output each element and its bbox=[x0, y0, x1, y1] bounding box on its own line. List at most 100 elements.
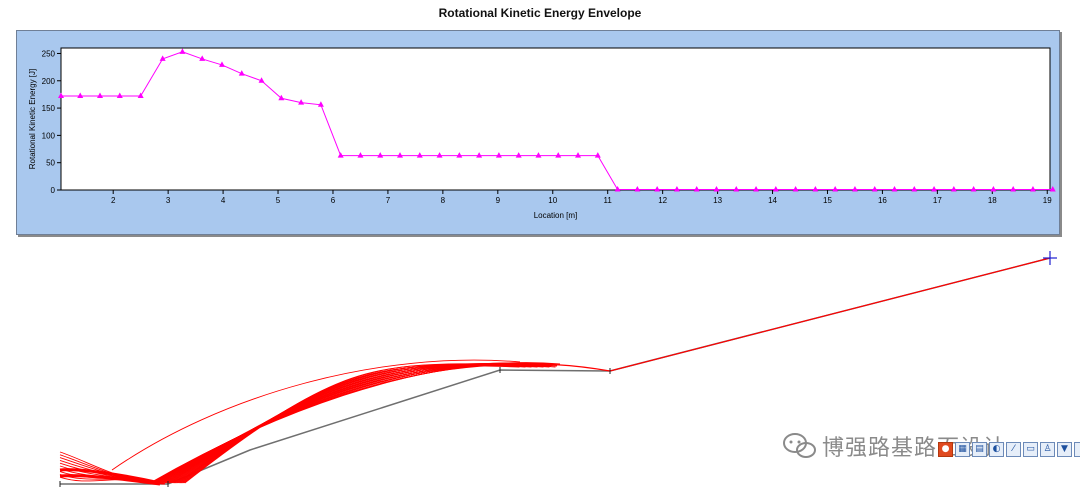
logo-icon[interactable]: ● bbox=[938, 442, 953, 457]
data-point bbox=[436, 152, 443, 158]
x-tick-label: 2 bbox=[111, 196, 116, 205]
data-point bbox=[772, 185, 779, 192]
trajectory-arc bbox=[184, 363, 517, 484]
wechat-icon bbox=[783, 433, 816, 458]
data-point bbox=[713, 185, 720, 192]
data-point bbox=[950, 185, 957, 192]
data-point bbox=[812, 185, 819, 192]
shirt-icon[interactable]: ▼ bbox=[1057, 442, 1072, 457]
y-tick-label: 50 bbox=[46, 159, 55, 168]
x-tick-label: 13 bbox=[713, 196, 722, 205]
data-point bbox=[199, 55, 206, 61]
data-point bbox=[357, 152, 364, 158]
x-tick-label: 12 bbox=[658, 196, 667, 205]
data-point bbox=[555, 152, 562, 158]
data-point bbox=[614, 185, 621, 192]
mini-toolbar[interactable]: ● ▦ ▤ ◐ ⁄ ▭ ♙ ▼ ⁞ bbox=[938, 442, 1080, 457]
x-axis-label: Location [m] bbox=[534, 211, 578, 220]
data-point bbox=[575, 152, 582, 158]
data-point bbox=[832, 185, 839, 192]
data-point bbox=[753, 185, 760, 192]
data-point bbox=[278, 94, 285, 101]
x-tick-label: 18 bbox=[988, 196, 997, 205]
data-point bbox=[298, 99, 305, 105]
data-point bbox=[911, 185, 918, 192]
data-point bbox=[397, 152, 404, 158]
data-point bbox=[1029, 185, 1036, 192]
x-tick-label: 3 bbox=[166, 196, 171, 205]
y-tick-label: 150 bbox=[42, 104, 56, 113]
data-point bbox=[693, 185, 700, 192]
user-icon[interactable]: ♙ bbox=[1040, 442, 1055, 457]
window-icon[interactable]: ▭ bbox=[1023, 442, 1038, 457]
data-point bbox=[990, 185, 997, 192]
info-icon[interactable]: ◐ bbox=[989, 442, 1004, 457]
trajectory-arc bbox=[172, 365, 532, 484]
data-point bbox=[337, 152, 344, 158]
y-tick-label: 0 bbox=[51, 186, 56, 195]
data-point bbox=[137, 92, 144, 99]
data-point bbox=[159, 55, 166, 61]
data-point bbox=[58, 92, 64, 99]
x-tick-label: 4 bbox=[221, 196, 226, 205]
data-point bbox=[871, 185, 878, 192]
data-point bbox=[634, 185, 641, 192]
chart-panel: 0 50 100 150 200 250 2 3 4 5 6 7 8 9 10 11 12 13 14 15 16 17 1… bbox=[16, 30, 1060, 235]
table-icon[interactable]: ▤ bbox=[972, 442, 987, 457]
chart-title: Rotational Kinetic Energy Envelope bbox=[438, 6, 642, 20]
x-tick-label: 19 bbox=[1043, 196, 1052, 205]
data-point bbox=[654, 185, 661, 192]
trajectory-arc-outer bbox=[111, 359, 521, 471]
data-point bbox=[77, 92, 84, 99]
plot-area bbox=[60, 47, 1051, 191]
x-tick-label: 11 bbox=[604, 196, 613, 205]
valley-path bbox=[59, 468, 161, 485]
x-tick-label: 14 bbox=[768, 196, 777, 205]
data-point bbox=[258, 77, 265, 83]
data-point bbox=[673, 185, 680, 192]
data-point bbox=[456, 152, 463, 158]
x-tick-label: 5 bbox=[276, 196, 281, 205]
data-point bbox=[891, 185, 898, 192]
y-tick-label: 200 bbox=[42, 77, 56, 86]
data-point bbox=[377, 152, 384, 158]
rockfall-trajectories bbox=[59, 257, 1051, 486]
data-point bbox=[970, 185, 977, 192]
data-point bbox=[535, 152, 542, 158]
x-tick-label: 10 bbox=[548, 196, 557, 205]
valley-path bbox=[59, 474, 161, 486]
data-point bbox=[1049, 185, 1056, 192]
data-point bbox=[116, 92, 123, 99]
x-tick-label: 17 bbox=[933, 196, 942, 205]
data-point bbox=[792, 185, 799, 192]
x-tick-label: 7 bbox=[386, 196, 391, 205]
y-axis-label: Rotational Kinetic Energy [J] bbox=[28, 69, 37, 170]
data-point bbox=[317, 101, 324, 107]
x-tick-label: 6 bbox=[331, 196, 336, 205]
x-tick-label: 15 bbox=[823, 196, 832, 205]
data-point bbox=[179, 48, 186, 54]
data-point bbox=[218, 61, 225, 67]
x-tick-label: 16 bbox=[878, 196, 887, 205]
data-point bbox=[416, 152, 423, 158]
x-tick-label: 8 bbox=[441, 196, 446, 205]
data-point bbox=[733, 185, 740, 192]
grid-icon[interactable]: ▦ bbox=[955, 442, 970, 457]
y-tick-label: 250 bbox=[42, 49, 56, 58]
data-point bbox=[476, 152, 483, 158]
energy-chart: 0 50 100 150 200 250 2 3 4 5 6 7 8 9 10 11 12 13 14 15 16 17 1… bbox=[28, 47, 1056, 220]
y-tick-label: 100 bbox=[42, 131, 56, 140]
x-tick-label: 9 bbox=[496, 196, 501, 205]
vertex-markers bbox=[59, 367, 611, 487]
data-point bbox=[515, 152, 522, 158]
data-point bbox=[238, 70, 245, 76]
data-point bbox=[1010, 185, 1017, 192]
apps-icon[interactable]: ⁞ bbox=[1074, 442, 1080, 457]
data-point bbox=[851, 185, 858, 192]
endpoint-crosshair-icon bbox=[1043, 251, 1057, 265]
data-point bbox=[931, 185, 938, 192]
wand-icon[interactable]: ⁄ bbox=[1006, 442, 1021, 457]
data-point bbox=[495, 152, 502, 158]
data-point bbox=[594, 152, 601, 158]
